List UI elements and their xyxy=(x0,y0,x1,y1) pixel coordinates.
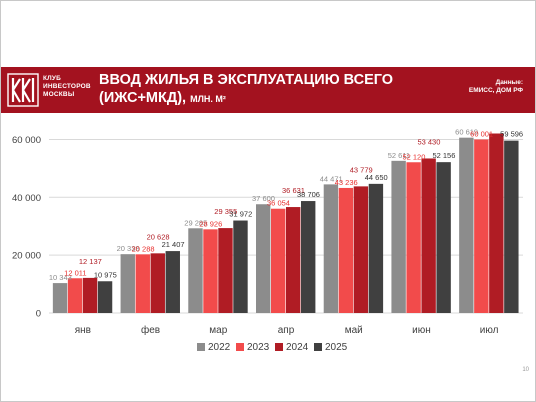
bar xyxy=(150,253,165,313)
bar xyxy=(203,229,218,313)
bar xyxy=(188,228,203,313)
bar xyxy=(67,278,83,313)
x-tick-label: мар xyxy=(209,325,227,336)
data-label: 12 011 xyxy=(64,268,86,277)
source-value: ЕМИСС, ДОМ РФ xyxy=(468,87,523,94)
bar xyxy=(286,207,301,313)
data-label: 12 137 xyxy=(79,257,102,266)
data-label: 43 236 xyxy=(335,178,358,187)
bar xyxy=(120,254,135,313)
bar xyxy=(489,133,504,313)
bar xyxy=(504,140,519,313)
page-title: ВВОД ЖИЛЬЯ В ЭКСПЛУАТАЦИЮ ВСЕГО (ИЖС+МКД… xyxy=(99,71,393,108)
bar xyxy=(368,183,384,313)
page-number: 10 xyxy=(522,367,529,373)
bar xyxy=(421,158,436,313)
bar xyxy=(301,201,316,313)
data-label: 31 972 xyxy=(229,210,252,219)
bar xyxy=(233,220,248,313)
legend-swatch xyxy=(275,343,283,351)
legend-label: 2024 xyxy=(286,342,309,353)
bar xyxy=(406,162,421,313)
x-tick-label: июн xyxy=(412,325,431,336)
y-tick-label: 20 000 xyxy=(12,251,41,262)
data-label: 43 779 xyxy=(350,165,373,174)
data-label: 21 407 xyxy=(162,240,185,249)
data-label: 20 288 xyxy=(132,244,155,253)
title-line-1: ВВОД ЖИЛЬЯ В ЭКСПЛУАТАЦИЮ ВСЕГО xyxy=(99,72,394,88)
bar xyxy=(97,281,113,313)
y-tick-label: 40 000 xyxy=(12,193,41,204)
data-label: 20 628 xyxy=(147,232,170,241)
data-label: 60 001 xyxy=(470,129,493,138)
logo-text: КЛУБ ИНВЕСТОРОВ МОСКВЫ xyxy=(43,75,91,99)
bar xyxy=(436,162,451,313)
bar xyxy=(353,186,369,313)
x-tick-label: фев xyxy=(141,324,160,336)
logo-line-3: МОСКВЫ xyxy=(43,91,75,98)
bar xyxy=(391,160,406,313)
bar xyxy=(52,283,68,313)
data-label: 52 156 xyxy=(432,151,455,160)
legend-label: 2023 xyxy=(247,342,270,353)
data-label: 36 631 xyxy=(282,186,305,195)
data-label: 44 650 xyxy=(365,173,388,182)
logo-line-1: КЛУБ xyxy=(43,75,62,82)
bar xyxy=(82,277,98,313)
bar xyxy=(271,208,286,313)
logo-line-2: ИНВЕСТОРОВ xyxy=(43,83,91,90)
club-logo: КЛУБ ИНВЕСТОРОВ МОСКВЫ xyxy=(7,71,97,109)
source-label: Данные: xyxy=(495,79,523,86)
bar xyxy=(323,184,339,313)
data-label: 38 706 xyxy=(297,190,320,199)
data-label: 60 619 xyxy=(455,128,478,137)
data-label: 52 120 xyxy=(402,152,425,161)
data-source: Данные: ЕМИСС, ДОМ РФ xyxy=(469,79,523,95)
x-tick-label: янв xyxy=(75,325,91,336)
x-tick-label: май xyxy=(345,325,363,336)
x-tick-label: июл xyxy=(480,325,499,336)
bar xyxy=(474,139,489,313)
data-label: 53 430 xyxy=(417,137,440,146)
legend-swatch xyxy=(197,343,205,351)
data-label: 20 338 xyxy=(117,244,140,253)
title-line-2: (ИЖС+МКД), xyxy=(99,90,187,106)
y-tick-label: 0 xyxy=(36,309,41,320)
data-label: 59 596 xyxy=(500,130,523,139)
legend-swatch xyxy=(314,343,322,351)
title-line-2-wrap: (ИЖС+МКД), МЛН. М² xyxy=(99,89,393,108)
x-tick-label: апр xyxy=(278,325,295,336)
header-band: КЛУБ ИНВЕСТОРОВ МОСКВЫ ВВОД ЖИЛЬЯ В ЭКСП… xyxy=(1,67,535,113)
bar xyxy=(135,254,150,313)
data-label: 29 355 xyxy=(214,207,237,216)
y-tick-label: 60 000 xyxy=(12,135,41,146)
legend-label: 2022 xyxy=(208,342,231,353)
title-unit: МЛН. М² xyxy=(190,94,226,104)
bar xyxy=(218,228,233,313)
data-label: 52 611 xyxy=(388,151,410,160)
legend-swatch xyxy=(236,343,244,351)
data-label: 10 343 xyxy=(49,273,72,282)
bar xyxy=(459,137,474,313)
data-label: 37 600 xyxy=(252,194,275,203)
data-label: 29 285 xyxy=(184,218,207,227)
legend-label: 2025 xyxy=(325,342,348,353)
data-label: 28 926 xyxy=(199,219,222,228)
data-label: 36 054 xyxy=(267,199,290,208)
bar xyxy=(338,187,354,313)
data-label: 44 471 xyxy=(320,174,343,183)
logo-mark-icon xyxy=(7,73,39,107)
bar xyxy=(165,251,180,313)
data-label: 10 975 xyxy=(94,270,117,279)
bar xyxy=(256,204,271,313)
